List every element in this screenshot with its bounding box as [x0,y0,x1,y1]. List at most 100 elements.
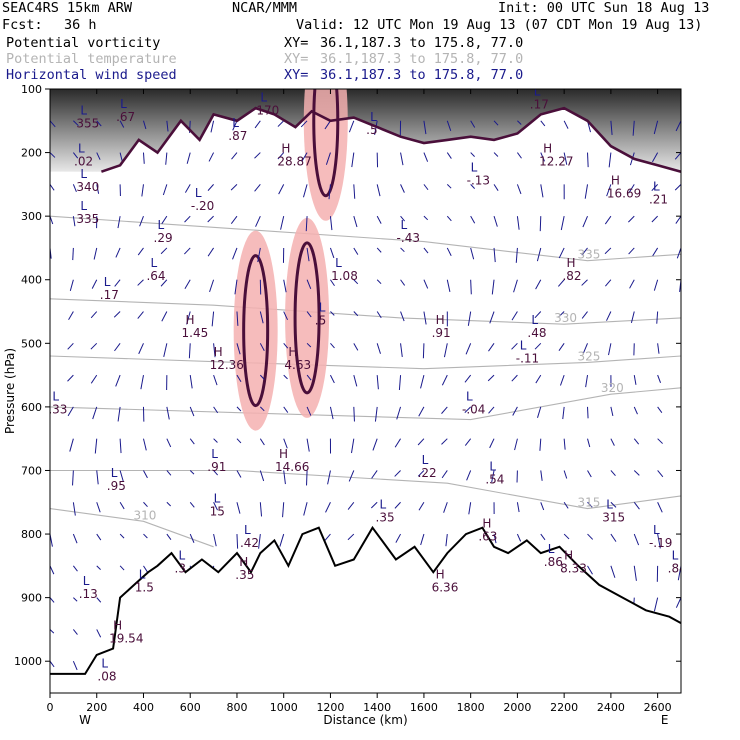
y-tick-label: 300 [21,210,42,223]
wind-vector [254,152,261,159]
wind-vector [139,215,144,227]
wind-vector [418,406,425,417]
pv-anomaly-shade [233,230,278,431]
wind-vector [633,501,640,510]
theta-contour-315 [50,469,681,510]
center-value-label: -.20 [191,199,214,213]
wind-vector [283,279,287,293]
wind-vector [259,406,265,412]
wind-vector [563,152,568,165]
wind-vector [69,438,74,452]
wind-vector [68,311,74,321]
high-center-label: H [564,548,573,562]
wind-vector [117,406,121,422]
center-value-label: .02 [74,155,93,169]
wind-vector [189,406,195,417]
wind-vector [534,342,542,350]
wind-vector [563,120,569,129]
x-tick-label: 1400 [363,701,391,714]
center-value-label: 28.87 [277,155,311,169]
valid-time: Valid: 12 UTC Mon 19 Aug 13 (07 CDT Mon … [296,17,703,33]
pv-anomaly-shade [303,89,348,221]
wind-vector [113,311,121,318]
low-center-label: L [158,218,165,232]
stratosphere-pv-shading [50,89,681,172]
field-wind-label: Horizontal wind speed [6,67,177,83]
low-center-label: L [232,116,239,130]
wind-vector [69,279,74,292]
wind-vector [50,660,55,668]
high-center-label: H [239,555,248,569]
wind-vector [277,152,285,160]
center-value-label: .86 [544,555,563,569]
wind-vector [207,184,214,191]
wind-vector [303,502,308,516]
wind-vector [674,152,681,160]
wind-vector [464,406,472,413]
wind-vector [230,184,238,191]
theta-contour-label: 310 [133,508,156,522]
wind-vector [96,152,101,160]
wind-vector [232,247,238,260]
wind-vector [306,374,312,381]
wind-vector [306,311,312,318]
wind-vector [50,438,51,440]
wind-vector [161,311,168,322]
wind-vector [207,215,214,223]
wind-vector [446,152,452,159]
center-value-label: .42 [240,536,259,550]
wind-vector [278,184,285,195]
wind-vector [464,438,472,446]
wind-vector [633,533,640,546]
wind-vector [470,184,476,189]
west-endpoint-label: W [79,713,91,727]
wind-vector [376,343,381,354]
y-tick-label: 700 [21,464,42,477]
wind-vector [420,533,425,546]
wind-vector [370,501,378,509]
wind-vector [604,247,612,255]
low-center-label: L [52,390,59,404]
center-value-label: .17 [530,97,549,111]
wind-vector [493,247,496,263]
high-center-label: H [566,256,575,270]
wind-vector [441,438,448,445]
center-value-label: .5 [366,123,377,137]
wind-vector [209,279,215,293]
x-tick-label: 0 [47,701,54,714]
wind-vector [96,597,102,603]
low-center-label: L [466,390,473,404]
center-value-label: .67 [116,110,135,124]
wind-vector [585,375,589,388]
wind-vector [539,438,542,451]
wind-vector [558,343,565,352]
field-theta-xy-prefix: XY= [284,51,309,67]
x-tick-label: 1000 [270,701,298,714]
wind-vector [587,438,591,448]
wind-vector [329,247,335,259]
wind-vector [137,311,144,319]
wind-vector [254,120,261,129]
wind-vector [563,438,566,450]
wind-vector [633,470,640,476]
wind-vector [183,247,191,255]
wind-vector [540,533,546,541]
model-title: SEAC4RS 15km ARW [2,0,133,16]
wind-vector [560,216,565,231]
wind-vector [327,470,331,485]
wind-vector [604,279,612,287]
wind-vector [119,533,125,539]
wind-vector [376,311,382,319]
wind-vector [563,533,570,540]
wind-vector [400,343,403,357]
center-value-label: 15 [210,504,225,518]
wind-vector [535,279,542,290]
wind-vector [236,470,242,478]
wind-vector [207,247,215,257]
center-value-label: .5 [315,314,326,328]
wind-vector [305,216,308,232]
center-value-label: -.13 [467,174,490,188]
center-value-label: 4.63 [284,358,311,372]
wind-vector [633,565,637,581]
wind-vector [306,406,312,416]
